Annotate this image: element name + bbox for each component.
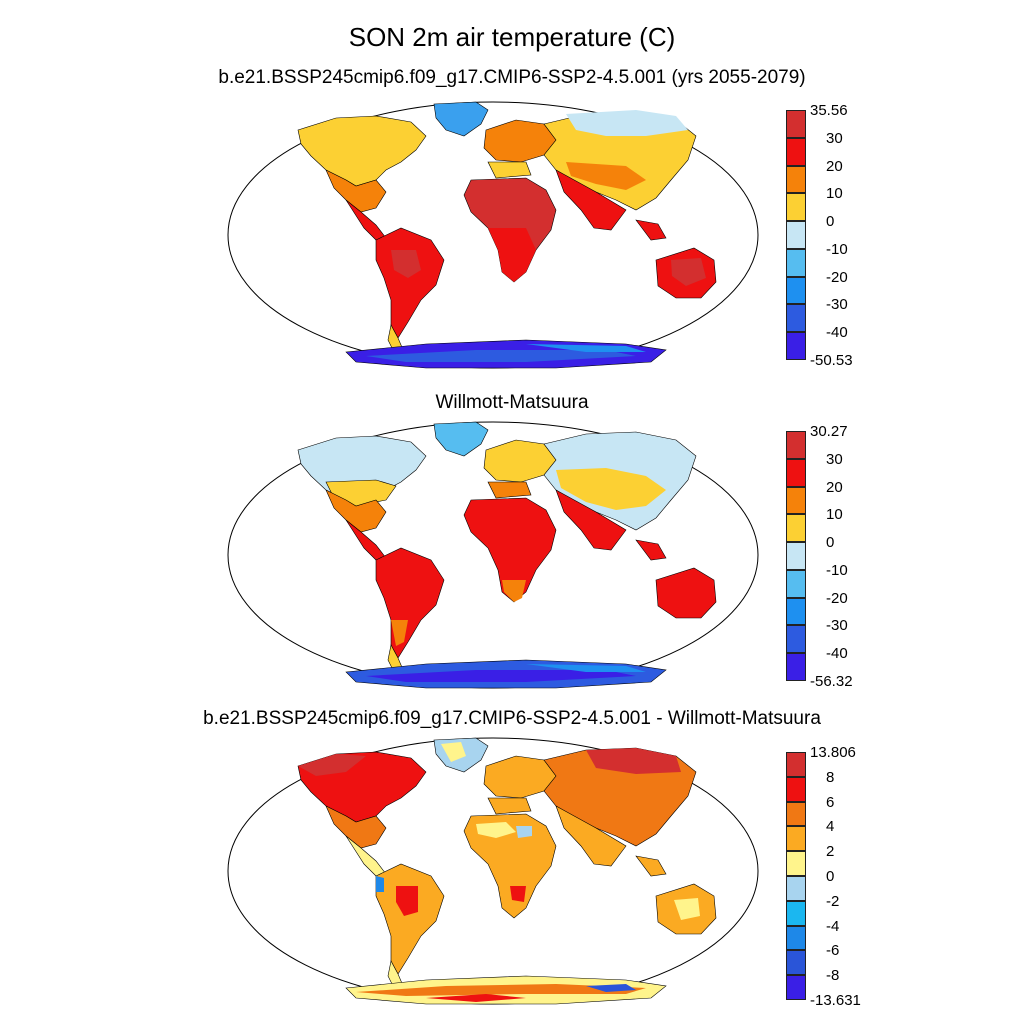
colorbar-segment xyxy=(786,110,806,138)
colorbar-segment xyxy=(786,542,806,570)
colorbar-segment xyxy=(786,851,806,876)
colorbar-tick-label: 10 xyxy=(826,185,843,203)
colorbar-tick-label: 20 xyxy=(826,478,843,496)
colorbar-tick-label: 8 xyxy=(826,768,835,786)
colorbar-segment xyxy=(786,975,806,1000)
colorbar-segment xyxy=(786,597,806,626)
colorbar-segment xyxy=(786,653,806,681)
panel-1-title: b.e21.BSSP245cmip6.f09_g17.CMIP6-SSP2-4.… xyxy=(218,67,806,88)
colorbar-tick-label: -56.32 xyxy=(810,673,853,690)
panel-2-title: Willmott-Matsuura xyxy=(435,392,589,413)
colorbar-model xyxy=(786,110,806,360)
colorbar-segment xyxy=(786,221,806,249)
colorbar-segment xyxy=(786,276,806,305)
colorbar-tick-label: -2 xyxy=(826,892,840,910)
colorbar-difference xyxy=(786,752,806,1000)
colorbar-tick-label: 2 xyxy=(826,843,835,861)
colorbar-segment xyxy=(786,776,806,802)
colorbar-segment xyxy=(786,137,806,166)
colorbar-tick-label: -50.53 xyxy=(810,352,853,369)
colorbar-tick-label: -40 xyxy=(826,324,848,342)
colorbar-tick-label: -30 xyxy=(826,617,848,635)
colorbar-segment xyxy=(786,248,806,277)
colorbar-tick-label: 30 xyxy=(826,450,843,468)
colorbar-tick-label: 0 xyxy=(826,868,835,885)
panel-3-title: b.e21.BSSP245cmip6.f09_g17.CMIP6-SSP2-4.… xyxy=(203,708,821,729)
colorbar-segment xyxy=(786,458,806,487)
colorbar-segment xyxy=(786,950,806,976)
colorbar-segment xyxy=(786,193,806,222)
colorbar-tick-label: -10 xyxy=(826,240,848,258)
colorbar-tick-label: 30 xyxy=(826,129,843,147)
colorbar-segment xyxy=(786,165,806,194)
colorbar-segment xyxy=(786,569,806,598)
colorbar-tick-label: 13.806 xyxy=(810,744,856,761)
colorbar-tick-label: 35.56 xyxy=(810,102,848,119)
difference-map xyxy=(227,737,759,1005)
colorbar-segment xyxy=(786,625,806,654)
colorbar-tick-label: 6 xyxy=(826,793,835,811)
colorbar-observation xyxy=(786,431,806,681)
colorbar-segment xyxy=(786,900,806,926)
colorbar-segment xyxy=(786,431,806,459)
colorbar-tick-label: 20 xyxy=(826,157,843,175)
colorbar-segment xyxy=(786,925,806,951)
colorbar-tick-label: -20 xyxy=(826,268,848,286)
colorbar-segment xyxy=(786,876,806,901)
observed-temperature-map xyxy=(227,421,759,689)
colorbar-tick-label: -4 xyxy=(826,917,840,935)
colorbar-tick-label: -8 xyxy=(826,967,840,985)
colorbar-tick-label: -20 xyxy=(826,589,848,607)
colorbar-segment xyxy=(786,332,806,360)
colorbar-segment xyxy=(786,801,806,827)
colorbar-tick-label: 0 xyxy=(826,534,835,552)
colorbar-segment xyxy=(786,826,806,852)
colorbar-tick-label: -10 xyxy=(826,561,848,579)
main-title: SON 2m air temperature (C) xyxy=(348,22,676,52)
colorbar-segment xyxy=(786,486,806,515)
colorbar-tick-label: -6 xyxy=(826,942,840,960)
colorbar-tick-label: -13.631 xyxy=(810,992,861,1009)
model-temperature-map xyxy=(227,101,759,369)
colorbar-tick-label: 30.27 xyxy=(810,423,848,440)
colorbar-tick-label: 4 xyxy=(826,818,835,836)
colorbar-tick-label: -30 xyxy=(826,296,848,314)
colorbar-tick-label: 10 xyxy=(826,506,843,524)
colorbar-segment xyxy=(786,514,806,543)
colorbar-segment xyxy=(786,752,806,777)
colorbar-tick-label: -40 xyxy=(826,645,848,663)
colorbar-segment xyxy=(786,304,806,333)
colorbar-tick-label: 0 xyxy=(826,213,835,231)
